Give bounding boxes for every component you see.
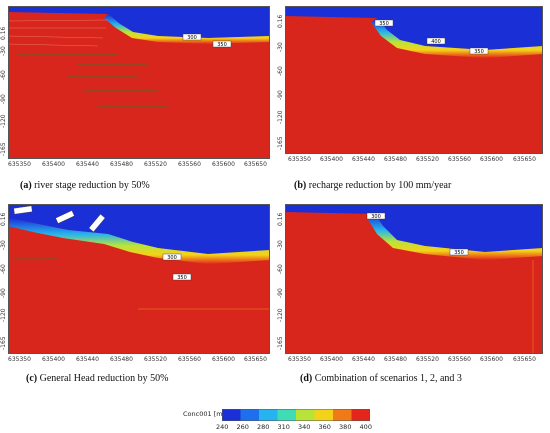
- y-tick: -90: [0, 94, 7, 104]
- y-tick: -60: [0, 264, 7, 274]
- colorbar-border: [222, 409, 370, 421]
- colorbar-swatch: [351, 409, 370, 421]
- y-tick: -120: [0, 114, 7, 128]
- x-tick: 635480: [384, 356, 407, 363]
- x-tick: 635520: [144, 356, 167, 363]
- contour-label: 300: [371, 214, 381, 220]
- panel-b: 350 400 350: [285, 6, 543, 154]
- contour-label: 350: [474, 49, 484, 55]
- colorbar-swatch: [296, 409, 315, 421]
- y-tick: -165: [0, 336, 7, 350]
- x-tick: 635350: [288, 156, 311, 163]
- caption-b: (b) recharge reduction by 100 mm/year: [294, 180, 452, 191]
- panel-a: 300 350: [8, 6, 270, 159]
- y-tick: -90: [277, 90, 284, 100]
- colorbar-swatch: [259, 409, 278, 421]
- y-tick: -30: [0, 240, 7, 250]
- y-tick: 0.16: [277, 212, 284, 226]
- y-tick: 0.16: [0, 26, 7, 40]
- y-tick: -60: [0, 70, 7, 80]
- x-tick: 635440: [352, 356, 375, 363]
- colorbar-tick-label: 240: [216, 423, 229, 431]
- x-tick: 635400: [320, 156, 343, 163]
- colorbar: [222, 409, 370, 421]
- plot-a: 300 350: [8, 6, 270, 159]
- y-tick: -90: [0, 288, 7, 298]
- y-tick: -30: [0, 46, 7, 56]
- y-tick: -90: [277, 288, 284, 298]
- contour-label: 350: [177, 275, 187, 281]
- plot-d: 300 350: [285, 204, 543, 354]
- x-tick: 635520: [416, 356, 439, 363]
- x-tick: 635650: [244, 356, 267, 363]
- contour-label: 300: [167, 255, 177, 261]
- y-tick: -165: [277, 136, 284, 150]
- colorbar-tick-label: 380: [339, 423, 352, 431]
- x-tick: 635650: [244, 161, 267, 168]
- y-tick: -120: [277, 110, 284, 124]
- x-tick: 635520: [416, 156, 439, 163]
- caption-a: (a) river stage reduction by 50%: [20, 180, 150, 191]
- caption-d: (d) Combination of scenarios 1, 2, and 3: [300, 373, 462, 384]
- y-tick: -165: [277, 336, 284, 350]
- x-tick: 635400: [320, 356, 343, 363]
- contour-label: 350: [217, 42, 227, 48]
- colorbar-swatch: [240, 409, 260, 421]
- colorbar-swatch: [333, 409, 352, 421]
- x-tick: 635480: [384, 156, 407, 163]
- contour-label: 300: [187, 35, 197, 41]
- y-tick: -120: [0, 308, 7, 322]
- colorbar-swatch: [277, 409, 297, 421]
- x-tick: 635560: [178, 161, 201, 168]
- x-tick: 635400: [42, 161, 65, 168]
- caption-c: (c) General Head reduction by 50%: [26, 373, 169, 384]
- x-tick: 635440: [352, 156, 375, 163]
- colorbar-tick-label: 260: [236, 423, 249, 431]
- y-tick: -120: [277, 308, 284, 322]
- x-tick: 635350: [8, 356, 31, 363]
- x-tick: 635400: [42, 356, 65, 363]
- colorbar-tick-label: 400: [359, 423, 372, 431]
- x-tick: 635350: [8, 161, 31, 168]
- y-tick: -165: [0, 142, 7, 156]
- y-tick: -30: [277, 240, 284, 250]
- contour-label: 350: [379, 21, 389, 27]
- colorbar-tick-label: 310: [277, 423, 290, 431]
- colorbar-swatch: [314, 409, 334, 421]
- x-tick: 635600: [480, 356, 503, 363]
- x-tick: 635350: [288, 356, 311, 363]
- y-tick: -60: [277, 264, 284, 274]
- colorbar-tick-label: 360: [318, 423, 331, 431]
- panel-d: 300 350: [285, 204, 543, 354]
- x-tick: 635480: [110, 161, 133, 168]
- x-tick: 635600: [480, 156, 503, 163]
- legend-title: Conc001 [mg/L]: [183, 410, 236, 418]
- colorbar-tick-label: 280: [257, 423, 270, 431]
- x-tick: 635440: [76, 356, 99, 363]
- y-tick: 0.16: [0, 212, 7, 226]
- plot-c: 300 350: [8, 204, 270, 354]
- y-tick: -60: [277, 66, 284, 76]
- panel-c: 300 350: [8, 204, 270, 354]
- colorbar-tick-label: 340: [298, 423, 311, 431]
- x-tick: 635600: [212, 161, 235, 168]
- x-tick: 635650: [513, 356, 536, 363]
- x-tick: 635600: [212, 356, 235, 363]
- y-tick: -30: [277, 42, 284, 52]
- x-tick: 635560: [448, 356, 471, 363]
- contour-label: 400: [431, 39, 441, 45]
- plot-b: 350 400 350: [285, 6, 543, 154]
- x-tick: 635440: [76, 161, 99, 168]
- x-tick: 635560: [448, 156, 471, 163]
- x-tick: 635480: [110, 356, 133, 363]
- colorbar-swatch: [222, 409, 241, 421]
- y-tick: 0.16: [277, 14, 284, 28]
- contour-label: 350: [454, 250, 464, 256]
- x-tick: 635520: [144, 161, 167, 168]
- x-tick: 635560: [178, 356, 201, 363]
- x-tick: 635650: [513, 156, 536, 163]
